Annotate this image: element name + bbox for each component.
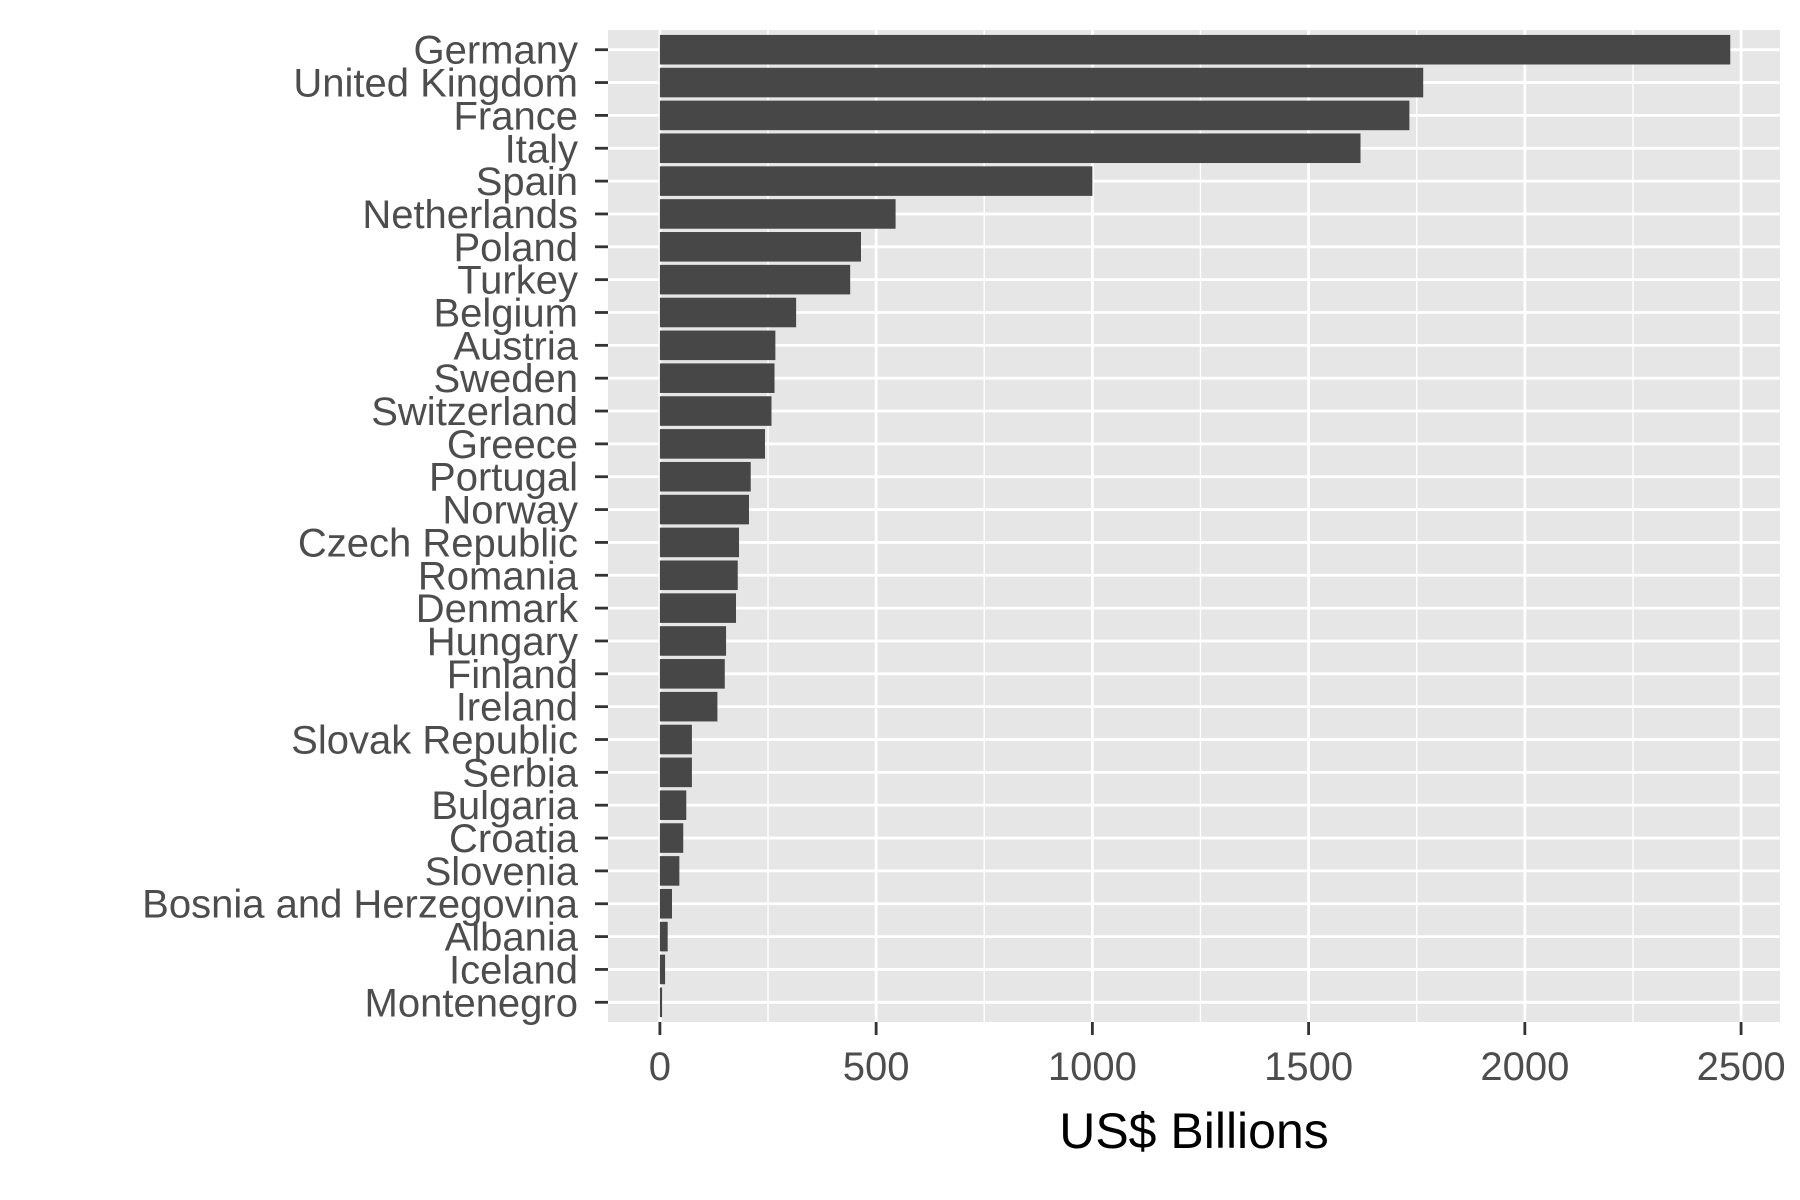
- x-axis: 0 500 1000 1500 2000 2500: [649, 1022, 1786, 1089]
- bar: [659, 691, 718, 722]
- y-tick-label: Hungary: [427, 620, 578, 664]
- bar: [659, 363, 775, 393]
- bar: [659, 823, 684, 853]
- x-tick-label: 1000: [1048, 1045, 1137, 1089]
- y-tick-label: Serbia: [462, 751, 578, 795]
- bar: [659, 34, 1731, 65]
- bar: [659, 297, 797, 328]
- bars: [659, 34, 1731, 1018]
- bar: [659, 560, 738, 591]
- y-tick-label: Bosnia and Herzegovina: [142, 883, 579, 927]
- y-tick-label: Belgium: [433, 291, 578, 335]
- x-tick-label: 2000: [1480, 1045, 1569, 1089]
- y-tick-label: Turkey: [457, 259, 578, 303]
- x-tick-label: 500: [843, 1045, 910, 1089]
- y-tick-label: Germany: [414, 29, 579, 73]
- bar: [659, 790, 687, 820]
- y-tick-label: Finland: [447, 653, 578, 697]
- y-tick-label: United Kingdom: [293, 62, 578, 106]
- y-tick-label: Albania: [445, 916, 579, 960]
- y-tick-label: Italy: [505, 127, 578, 171]
- y-tick-label: Norway: [442, 489, 578, 533]
- y-tick-label: Switzerland: [371, 390, 578, 434]
- y-tick-label: France: [454, 94, 579, 138]
- y-tick-label: Iceland: [449, 948, 578, 992]
- bar: [659, 67, 1424, 98]
- x-axis-title: US$ Billions: [1059, 1103, 1329, 1159]
- x-tick-label: 2500: [1697, 1045, 1786, 1089]
- bar: [659, 856, 680, 886]
- y-tick-label: Netherlands: [362, 193, 578, 237]
- bar: [659, 954, 666, 985]
- y-tick-label: Spain: [476, 160, 578, 204]
- y-tick-label: Croatia: [449, 817, 579, 861]
- bar: [659, 494, 749, 525]
- bar: [659, 264, 851, 295]
- bar: [659, 396, 772, 426]
- bar: [659, 133, 1361, 164]
- y-tick-label: Poland: [453, 226, 578, 270]
- bar: [659, 461, 751, 492]
- bar: [659, 527, 740, 558]
- bar: [659, 757, 692, 788]
- bar: [659, 921, 668, 952]
- y-tick-label: Ireland: [456, 686, 578, 730]
- y-tick-label: Czech Republic: [298, 521, 578, 565]
- bar: [659, 100, 1410, 131]
- y-tick-label: Austria: [454, 324, 579, 368]
- x-tick-label: 0: [649, 1045, 671, 1089]
- bar: [659, 232, 861, 262]
- bar: [659, 659, 725, 689]
- bar: [659, 888, 673, 919]
- x-tick-label: 1500: [1264, 1045, 1353, 1089]
- bar: [659, 166, 1093, 196]
- bar: [659, 593, 737, 623]
- bar: [659, 724, 692, 755]
- y-tick-label: Greece: [447, 423, 578, 467]
- y-tick-label: Denmark: [416, 587, 579, 631]
- y-tick-label: Portugal: [429, 456, 578, 500]
- y-tick-label: Romania: [418, 554, 579, 598]
- y-tick-label: Bulgaria: [431, 784, 579, 828]
- y-tick-label: Slovenia: [425, 850, 579, 894]
- bar: [659, 987, 663, 1018]
- y-tick-label: Montenegro: [365, 981, 578, 1025]
- bar: [659, 330, 776, 361]
- bar: [659, 199, 896, 229]
- y-tick-label: Sweden: [433, 357, 578, 401]
- bar: [659, 429, 765, 459]
- bar: [659, 626, 727, 656]
- y-tick-label: Slovak Republic: [291, 719, 578, 763]
